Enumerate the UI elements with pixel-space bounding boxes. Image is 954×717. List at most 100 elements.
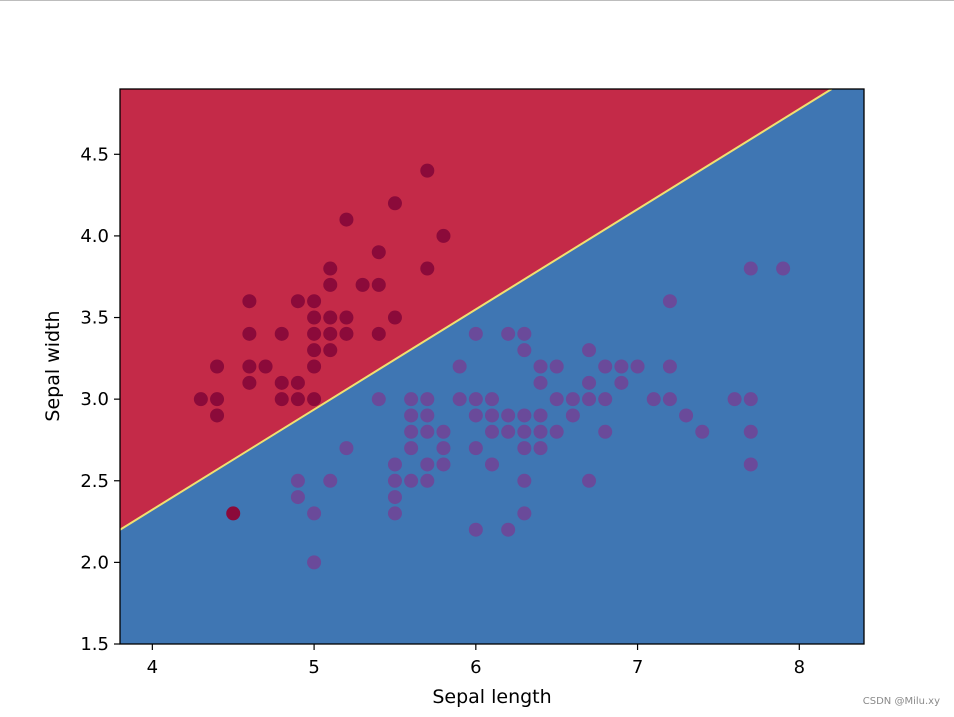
data-point-series-2	[404, 441, 419, 456]
x-tick-label: 8	[794, 657, 805, 678]
data-point-series-1	[307, 392, 322, 407]
data-point-series-2	[468, 408, 483, 423]
decision-boundary	[119, 88, 833, 531]
data-point-series-2	[501, 408, 516, 423]
data-point-series-2	[517, 506, 532, 521]
data-point-series-2	[290, 473, 305, 488]
data-point-series-2	[517, 473, 532, 488]
data-point-series-2	[533, 359, 548, 374]
data-point-series-2	[387, 473, 402, 488]
data-point-series-1	[323, 261, 338, 276]
data-point-series-1	[339, 326, 354, 341]
data-point-series-2	[549, 424, 564, 439]
data-point-series-2	[420, 408, 435, 423]
data-point-series-2	[307, 555, 322, 570]
window-top-border	[0, 0, 954, 1]
data-point-series-1	[355, 277, 370, 292]
data-point-series-1	[274, 375, 289, 390]
data-point-series-1	[210, 408, 225, 423]
data-point-series-2	[436, 457, 451, 472]
data-point-series-1	[193, 392, 208, 407]
y-tick-label: 4.0	[80, 226, 109, 247]
data-point-series-2	[339, 441, 354, 456]
data-point-series-2	[452, 392, 467, 407]
data-point-series-2	[290, 490, 305, 505]
y-axis-label: Sepal width	[42, 310, 64, 421]
data-point-series-2	[598, 392, 613, 407]
data-point-series-2	[662, 359, 677, 374]
y-tick-label: 3.5	[80, 308, 109, 329]
y-tick-label: 2.5	[80, 471, 109, 492]
data-point-series-2	[533, 375, 548, 390]
data-point-series-1	[323, 326, 338, 341]
data-point-series-2	[517, 441, 532, 456]
data-point-series-1	[242, 294, 257, 309]
data-point-series-2	[517, 343, 532, 358]
data-point-series-2	[468, 522, 483, 537]
data-point-series-2	[582, 343, 597, 358]
data-point-series-2	[420, 424, 435, 439]
data-point-series-2	[743, 392, 758, 407]
data-point-series-1	[274, 326, 289, 341]
data-point-series-2	[582, 392, 597, 407]
data-point-series-2	[517, 408, 532, 423]
data-point-series-2	[517, 326, 532, 341]
data-point-series-2	[485, 424, 499, 439]
data-point-series-2	[468, 392, 483, 407]
data-point-series-2	[776, 261, 791, 276]
data-point-series-2	[565, 408, 580, 423]
data-point-series-2	[582, 375, 597, 390]
data-point-series-2	[517, 424, 532, 439]
data-point-series-1	[323, 310, 338, 325]
data-point-series-2	[420, 473, 435, 488]
x-tick-label: 6	[470, 657, 481, 678]
data-points	[193, 163, 791, 570]
data-point-series-1	[307, 359, 322, 374]
data-point-series-2	[598, 359, 613, 374]
data-point-series-1	[242, 326, 257, 341]
data-point-series-1	[226, 506, 241, 521]
data-point-series-2	[452, 359, 467, 374]
data-point-series-1	[436, 228, 451, 243]
y-tick-label: 3.0	[80, 389, 109, 410]
data-point-series-1	[290, 375, 305, 390]
data-point-series-1	[323, 277, 338, 292]
data-point-series-2	[646, 392, 661, 407]
data-point-series-2	[420, 392, 435, 407]
data-point-series-2	[727, 392, 742, 407]
data-point-series-2	[549, 359, 564, 374]
data-point-series-2	[614, 359, 629, 374]
data-point-series-2	[501, 522, 516, 537]
data-point-series-2	[598, 424, 613, 439]
y-tick-label: 1.5	[80, 634, 109, 655]
x-tick-label: 5	[308, 657, 319, 678]
data-point-series-1	[371, 245, 386, 260]
data-point-series-1	[258, 359, 273, 374]
data-point-series-2	[549, 392, 564, 407]
data-point-series-1	[420, 261, 435, 276]
data-point-series-2	[614, 375, 629, 390]
data-point-series-2	[404, 473, 419, 488]
data-point-series-2	[323, 473, 338, 488]
data-point-series-2	[743, 424, 758, 439]
data-point-series-1	[420, 163, 435, 178]
data-point-series-2	[387, 457, 402, 472]
data-point-series-1	[307, 294, 322, 309]
y-axis-ticks: 1.5 2.0 2.5 3.0 3.5 4.0 4.5	[80, 144, 120, 655]
x-tick-label: 7	[632, 657, 643, 678]
data-point-series-2	[468, 441, 483, 456]
data-point-series-1	[387, 196, 402, 211]
data-point-series-2	[436, 441, 451, 456]
data-point-series-1	[307, 343, 322, 358]
data-point-series-2	[404, 408, 419, 423]
data-point-series-2	[533, 441, 548, 456]
decision-regions	[119, 88, 864, 644]
data-point-series-1	[339, 310, 354, 325]
y-tick-label: 2.0	[80, 552, 109, 573]
data-point-series-2	[307, 506, 322, 521]
data-point-series-2	[420, 457, 435, 472]
data-point-series-2	[582, 473, 597, 488]
data-point-series-2	[533, 424, 548, 439]
data-point-series-2	[743, 457, 758, 472]
